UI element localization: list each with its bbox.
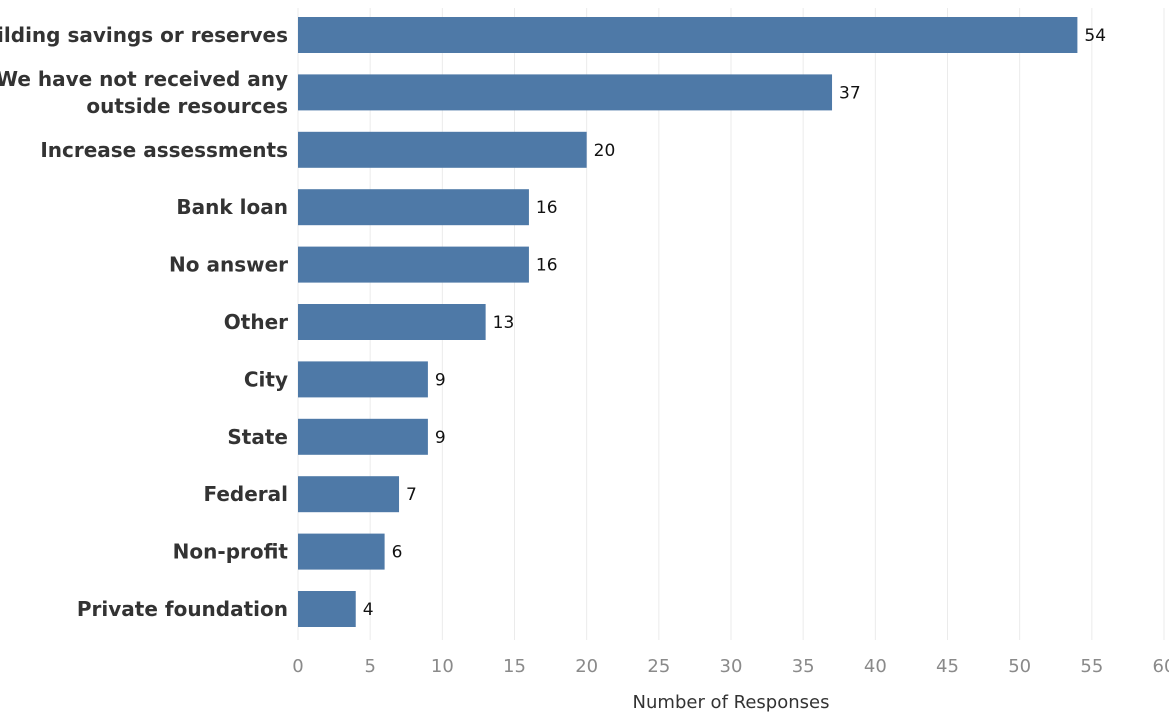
- category-label-line: Federal: [203, 482, 288, 506]
- x-tick-label: 0: [292, 656, 303, 677]
- x-tick-label: 60: [1153, 656, 1169, 677]
- bar: [298, 476, 400, 513]
- x-tick-label: 35: [792, 656, 815, 677]
- value-label: 16: [536, 198, 558, 218]
- category-label-line: Non-profit: [173, 540, 289, 564]
- category-label: We have not received any outside resource…: [0, 67, 288, 118]
- value-label: 7: [406, 485, 417, 505]
- x-axis-title: Number of Responses: [633, 692, 830, 713]
- x-tick-label: 15: [503, 656, 526, 677]
- bar: [298, 361, 428, 398]
- category-labels: Building savings or reserves We have not …: [0, 23, 288, 621]
- category-label-line: No answer: [169, 253, 288, 277]
- category-label-line: State: [227, 425, 288, 449]
- category-label: No answer: [169, 253, 288, 277]
- value-label: 54: [1084, 26, 1106, 46]
- x-tick-label: 20: [575, 656, 598, 677]
- category-label: City: [244, 367, 288, 391]
- value-label: 37: [839, 83, 861, 103]
- category-label: Bank loan: [176, 195, 288, 219]
- category-label: State: [227, 425, 288, 449]
- value-label: 13: [493, 313, 515, 333]
- category-label-line: Building savings or reserves: [0, 23, 288, 47]
- x-tick-label: 30: [720, 656, 743, 677]
- category-label-line: Private foundation: [77, 597, 288, 621]
- category-label: Federal: [203, 482, 288, 506]
- category-label-line: Increase assessments: [40, 138, 288, 162]
- value-labels: 54 37 20 16 16 13 9 9 7 6 4: [363, 26, 1106, 620]
- bar: [298, 131, 587, 168]
- bar: [298, 17, 1078, 53]
- category-label-line: We have not received any: [0, 67, 288, 91]
- value-label: 4: [363, 600, 374, 620]
- category-label: Increase assessments: [40, 138, 288, 162]
- bar: [298, 74, 833, 111]
- value-label: 9: [435, 428, 446, 448]
- x-tick-label: 50: [1008, 656, 1031, 677]
- value-label: 20: [594, 141, 616, 161]
- x-tick-label: 45: [936, 656, 959, 677]
- value-label: 16: [536, 256, 558, 276]
- bar: [298, 591, 356, 627]
- category-label: Other: [224, 310, 288, 334]
- x-tick-label: 55: [1080, 656, 1103, 677]
- x-tick-label: 5: [364, 656, 375, 677]
- category-label-line: Bank loan: [176, 195, 288, 219]
- category-label-line: Other: [224, 310, 288, 334]
- value-label: 6: [392, 543, 403, 563]
- bar: [298, 533, 385, 570]
- category-label-line: outside resources: [86, 94, 288, 118]
- value-label: 9: [435, 370, 446, 390]
- grid-layer: [297, 8, 1165, 640]
- x-tick-label: 25: [647, 656, 670, 677]
- category-label-line: City: [244, 367, 288, 391]
- bar: [298, 189, 529, 226]
- x-tick-label: 40: [864, 656, 887, 677]
- bar: [298, 246, 529, 283]
- x-tick-labels: 0 5 10 15 20 25 30 35 40 45 50 55 60: [292, 656, 1169, 677]
- bar: [298, 304, 486, 340]
- bar-layer: [298, 17, 1078, 627]
- category-label: Building savings or reserves: [0, 23, 288, 47]
- category-label: Private foundation: [77, 597, 288, 621]
- x-tick-label: 10: [431, 656, 454, 677]
- category-label: Non-profit: [173, 540, 289, 564]
- bar: [298, 418, 428, 455]
